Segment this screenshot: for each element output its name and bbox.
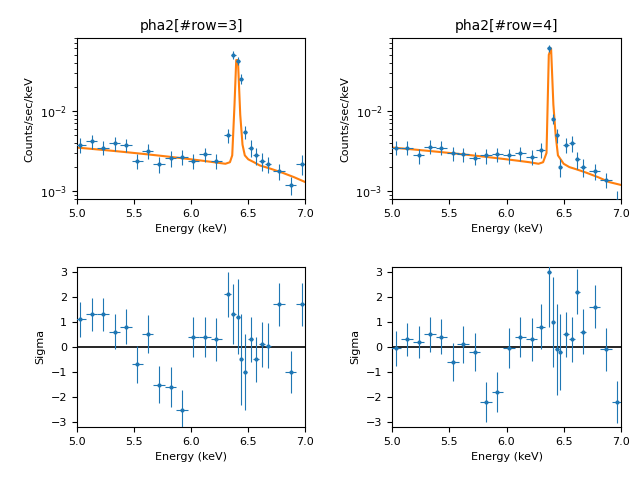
X-axis label: Energy (keV): Energy (keV) bbox=[155, 224, 227, 234]
X-axis label: Energy (keV): Energy (keV) bbox=[470, 453, 543, 462]
Title: pha2[#row=4]: pha2[#row=4] bbox=[455, 19, 558, 33]
X-axis label: Energy (keV): Energy (keV) bbox=[470, 224, 543, 234]
Y-axis label: Sigma: Sigma bbox=[351, 329, 360, 364]
Y-axis label: Sigma: Sigma bbox=[35, 329, 45, 364]
Title: pha2[#row=3]: pha2[#row=3] bbox=[140, 19, 243, 33]
Y-axis label: Counts/sec/keV: Counts/sec/keV bbox=[340, 76, 350, 162]
X-axis label: Energy (keV): Energy (keV) bbox=[155, 453, 227, 462]
Y-axis label: Counts/sec/keV: Counts/sec/keV bbox=[24, 76, 35, 162]
